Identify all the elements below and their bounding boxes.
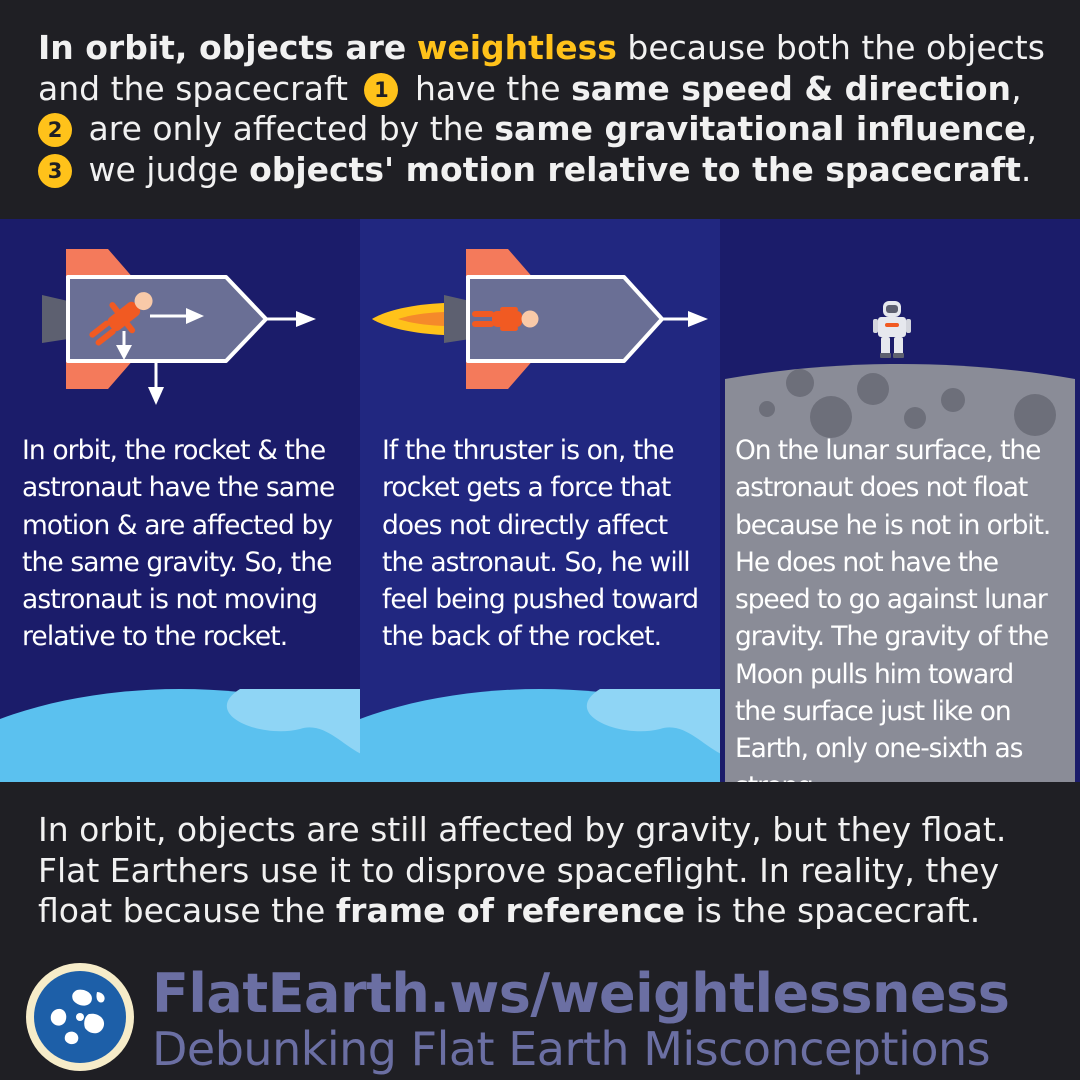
- intro-line-4: 3 we judge objects' motion relative to t…: [38, 150, 1048, 191]
- intro-line-3: 2 are only affected by the same gravitat…: [38, 109, 1048, 150]
- floating-astronaut-icon: [89, 292, 153, 346]
- conclusion-text-3b: is the spacecraft.: [695, 891, 981, 930]
- rocket-nozzle: [444, 295, 470, 343]
- panel-orbit: In orbit, the rocket & the astronaut hav…: [0, 219, 360, 782]
- conclusion-line-1: In orbit, objects are still affected by …: [38, 810, 1007, 849]
- earth-land: [226, 689, 360, 754]
- pushed-astronaut-icon: [472, 307, 539, 331]
- rocket-body: [66, 275, 268, 363]
- rocket-nozzle: [42, 295, 68, 343]
- intro-bold-1: In orbit, objects are: [38, 28, 407, 67]
- intro-bold-3: same gravitational influence: [494, 109, 1027, 148]
- conclusion-text: In orbit, objects are still affected by …: [38, 810, 1048, 932]
- intro-text-2b: have the: [414, 68, 561, 108]
- rocket-body: [466, 275, 664, 363]
- intro-bold-4: objects' motion relative to the spacecra…: [249, 149, 1021, 189]
- number-badge-1: 1: [364, 72, 399, 107]
- intro-line-2: and the spacecraft 1 have the same speed…: [38, 69, 1048, 110]
- intro-punct-3: ,: [1026, 109, 1037, 148]
- number-badge-2: 2: [38, 113, 72, 147]
- moon-illustration: [725, 301, 1075, 782]
- conclusion-text-3a: float because the: [38, 891, 326, 930]
- frame-of-reference-bold: frame of reference: [335, 891, 685, 930]
- arrows-icon: [116, 308, 316, 405]
- moon-craters: [759, 369, 1056, 438]
- moon-surface: [725, 364, 1075, 782]
- arrow-icon: [662, 311, 708, 327]
- flat-earth-logo-icon: [26, 963, 134, 1071]
- moon-explanation: On the lunar surface, the astronaut does…: [735, 435, 1051, 782]
- orbit-explanation: In orbit, the rocket & the astronaut hav…: [22, 435, 335, 653]
- intro-text-3a: are only affected by the: [88, 109, 484, 148]
- number-badge-3: 3: [38, 153, 72, 188]
- intro-punct-2: ,: [1011, 68, 1022, 108]
- standing-astronaut-icon: [873, 301, 911, 358]
- site-url: FlatEarth.ws/weightlessness: [152, 962, 1010, 1025]
- intro-text-4a: we judge: [88, 149, 239, 189]
- intro-text-2a: and the spacecraft: [38, 68, 348, 108]
- intro-punct-4: .: [1020, 149, 1032, 189]
- tagline: Debunking Flat Earth Misconceptions: [152, 1022, 991, 1076]
- thruster-explanation: If the thruster is on, the rocket gets a…: [382, 435, 699, 653]
- earth-land: [586, 689, 720, 754]
- conclusion-line-2: Flat Earthers use it to disprove spacefl…: [38, 850, 1000, 890]
- intro-text: In orbit, objects are weightless because…: [38, 28, 1048, 190]
- intro-text-1b: because both the objects: [627, 28, 1045, 67]
- orbit-rocket-illustration: [0, 249, 360, 782]
- panel-thruster: If the thruster is on, the rocket gets a…: [360, 219, 720, 782]
- intro-bold-2: same speed & direction: [571, 68, 1012, 108]
- panel-moon: On the lunar surface, the astronaut does…: [720, 219, 1080, 782]
- conclusion-line-3: float because the frame of reference is …: [38, 891, 1048, 932]
- weightless-highlight: weightless: [416, 28, 617, 67]
- intro-line-1: In orbit, objects are weightless because…: [38, 28, 1048, 69]
- thruster-rocket-illustration: [360, 249, 720, 782]
